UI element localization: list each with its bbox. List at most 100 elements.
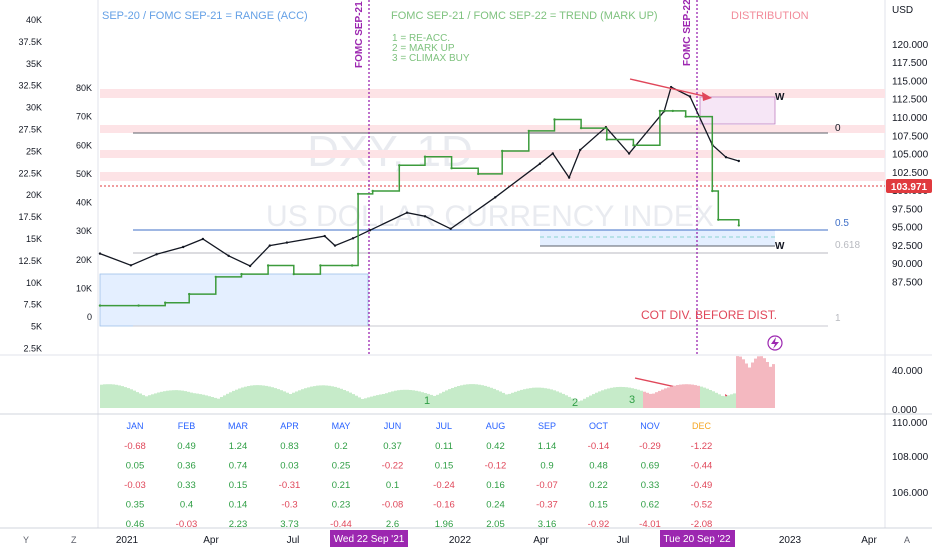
- left-axis-b[interactable]: 80K 70K 60K 50K 40K 30K 20K 10K 0: [76, 83, 92, 322]
- volume-bar: [259, 385, 262, 408]
- volume-bar: [337, 387, 340, 408]
- volume-bar: [667, 387, 670, 408]
- season-cell: -0.68: [124, 441, 146, 452]
- price-point: [268, 244, 271, 247]
- volume-bar: [496, 390, 499, 408]
- season-cell: 0.15: [229, 480, 248, 491]
- volume-bar: [226, 393, 229, 408]
- volume-bar: [319, 385, 322, 408]
- volume-bar: [148, 395, 151, 408]
- volume-bar: [163, 391, 166, 408]
- volume-bar: [718, 394, 721, 408]
- volume-bar: [154, 393, 157, 408]
- trend-label: FOMC SEP-21 / FOMC SEP-22 = TREND (MARK …: [391, 10, 658, 22]
- left-a-tick: 17.5K: [18, 212, 42, 222]
- fomc-sep22-label: FOMC SEP-22: [682, 0, 693, 66]
- price-point: [688, 95, 692, 98]
- a-button[interactable]: A: [904, 535, 910, 545]
- volume-bar: [544, 388, 547, 408]
- volume-bar: [634, 388, 637, 408]
- volume-bar: [448, 389, 451, 408]
- lightning-icon[interactable]: [767, 335, 783, 351]
- volume-bar: [520, 389, 523, 408]
- volume-tick-0: 0.000: [892, 405, 917, 416]
- volume-bar: [160, 391, 163, 408]
- last-price-tag: 103.971: [886, 179, 932, 193]
- price-tick: 120.000: [892, 40, 929, 51]
- volume-bar: [694, 385, 697, 408]
- season-tick-106: 106.000: [892, 488, 929, 499]
- season-cell: 0.46: [126, 519, 145, 530]
- time-axis[interactable]: Wed 22 Sep '21 Tue 20 Sep '22 2021 Apr Jul…: [116, 530, 878, 547]
- cot-point: [711, 189, 714, 193]
- season-cell: -0.12: [485, 461, 507, 472]
- volume-bar: [421, 392, 424, 408]
- volume-bar: [169, 390, 172, 408]
- volume-bar: [682, 384, 685, 408]
- z-button[interactable]: Z: [71, 535, 77, 545]
- season-tick-110: 110.000: [892, 418, 928, 429]
- volume-bar: [652, 393, 655, 408]
- volume-bar: [208, 396, 211, 408]
- price-point: [538, 162, 542, 165]
- volume-bar: [247, 386, 250, 408]
- left-a-tick: 35K: [26, 59, 42, 69]
- season-cell: 0.37: [383, 441, 402, 452]
- volume-bar: [442, 391, 445, 408]
- volume-bar: [724, 396, 727, 408]
- volume-bar: [253, 385, 256, 408]
- cot-point: [188, 292, 191, 296]
- volume-bar: [619, 386, 622, 408]
- volume-bar: [523, 389, 526, 408]
- right-price-axis[interactable]: USD 120.000 117.500 115.000 112.500 110.000 1…: [892, 5, 929, 288]
- volume-bar: [769, 366, 772, 408]
- season-cell: 0.16: [486, 480, 505, 491]
- volume-bar: [361, 399, 364, 408]
- volume-tick-40: 40.000: [892, 366, 923, 377]
- volume-bar: [646, 392, 649, 408]
- season-cell: -0.03: [124, 480, 146, 491]
- price-point: [333, 244, 337, 247]
- season-cell: -0.22: [382, 461, 404, 472]
- volume-bar: [325, 385, 328, 408]
- season-cell: 0.33: [641, 480, 660, 491]
- resistance-zones: [100, 89, 885, 181]
- left-axis-a[interactable]: 40K 37.5K 35K 32.5K 30K 27.5K 25K 22.5K 20K 17.5K…: [18, 15, 42, 354]
- volume-bar: [772, 364, 775, 408]
- cot-point: [214, 275, 217, 279]
- season-cell: 0.15: [435, 461, 454, 472]
- volume-bar: [217, 398, 220, 408]
- volume-bar: [745, 363, 748, 408]
- season-cell: 0.48: [589, 461, 608, 472]
- price-tick: 112.500: [892, 95, 928, 106]
- volume-bar: [310, 386, 313, 408]
- y-button[interactable]: Y: [23, 535, 29, 545]
- volume-bar: [394, 390, 397, 408]
- volume-bar: [214, 397, 217, 408]
- price-point: [724, 156, 728, 159]
- month-label: APR: [280, 421, 299, 431]
- volume-bar: [637, 389, 640, 408]
- price-point: [423, 215, 427, 218]
- season-cell: 2.23: [229, 519, 248, 530]
- phase-3-label: 3: [629, 394, 635, 406]
- volume-bar: [277, 389, 280, 408]
- volume-bar: [484, 385, 487, 408]
- volume-bar: [700, 386, 703, 408]
- accumulation-range-box: [99, 273, 369, 327]
- season-cell: -0.29: [639, 441, 661, 452]
- cot-point: [240, 272, 243, 276]
- price-tick: 90.000: [892, 259, 923, 270]
- cot-point: [164, 301, 167, 304]
- volume-bar: [235, 389, 238, 408]
- volume-bar: [244, 386, 247, 408]
- volume-bar: [175, 390, 178, 408]
- month-label: DEC: [692, 421, 712, 431]
- left-b-tick: 10K: [76, 283, 92, 293]
- volume-bar: [211, 397, 214, 408]
- cot-point: [527, 129, 530, 133]
- volume-bar: [400, 389, 403, 408]
- left-a-tick: 15K: [26, 234, 42, 244]
- left-b-tick: 80K: [76, 83, 92, 93]
